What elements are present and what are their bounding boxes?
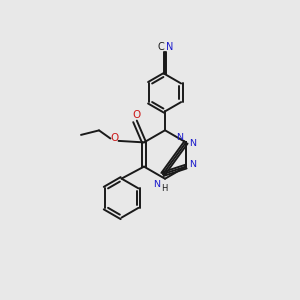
Text: H: H <box>161 184 168 193</box>
Text: O: O <box>132 110 141 120</box>
Text: N: N <box>189 160 196 169</box>
Text: N: N <box>176 134 183 142</box>
Text: N: N <box>153 180 160 189</box>
Text: N: N <box>166 42 173 52</box>
Text: C: C <box>158 42 164 52</box>
Text: O: O <box>110 133 118 143</box>
Text: N: N <box>189 140 196 148</box>
